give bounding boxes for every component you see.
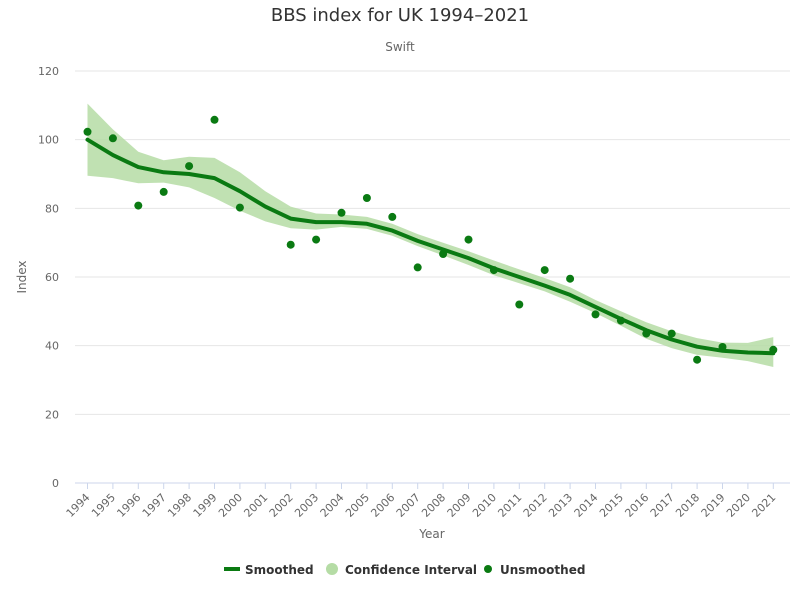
confidence-band [87,103,774,367]
x-tick-label: 1999 [191,491,220,520]
unsmoothed-point [540,266,549,275]
x-tick-label: 2004 [318,491,347,520]
x-tick-label: 2021 [749,491,778,520]
x-tick-label: 1998 [165,491,194,520]
unsmoothed-point [210,115,219,124]
unsmoothed-point [566,274,575,283]
x-tick-label: 2017 [648,491,677,520]
legend-item-unsmoothed[interactable]: Unsmoothed [484,563,585,577]
legend-smoothed-symbol [224,567,240,571]
x-tick-label: 2011 [495,491,524,520]
y-tick-label: 120 [38,65,59,78]
x-tick-label: 2006 [368,491,397,520]
x-tick-label: 1996 [114,491,143,520]
x-tick-label: 2016 [622,491,651,520]
y-axis-ticks: 0 20 40 60 80 100 120 [38,65,59,490]
chart-subtitle: Swift [385,40,415,54]
x-tick-label: 2019 [699,491,728,520]
unsmoothed-point [769,345,778,354]
unsmoothed-point [616,316,625,325]
unsmoothed-point [134,201,143,210]
x-tick-label: 2015 [597,491,626,520]
x-tick-label: 2009 [445,491,474,520]
x-tick-label: 2018 [673,491,702,520]
unsmoothed-point [286,240,295,249]
x-tick-label: 2013 [546,491,575,520]
y-tick-label: 100 [38,134,59,147]
y-tick-label: 80 [45,202,59,215]
unsmoothed-point [413,263,422,272]
x-axis-ticks: 1994199519961997199819992000200120022003… [64,483,778,520]
x-tick-label: 2003 [292,491,321,520]
unsmoothed-point [718,343,727,351]
y-tick-label: 0 [52,477,59,490]
unsmoothed-point [693,355,702,364]
x-tick-label: 2000 [216,491,245,520]
legend-smoothed-label: Smoothed [245,563,314,577]
unsmoothed-point [108,134,117,143]
unsmoothed-point [439,250,448,258]
x-tick-label: 2008 [419,491,448,520]
unsmoothed-point [489,266,498,275]
x-tick-label: 2012 [521,491,550,520]
y-axis-title: Index [15,260,29,293]
grid-lines [75,70,790,484]
chart-title: BBS index for UK 1994–2021 [270,5,530,26]
legend-unsmoothed-symbol [484,565,492,573]
unsmoothed-point [667,329,676,338]
legend-item-confidence-interval[interactable]: Confidence Interval [326,563,477,577]
x-tick-label: 2014 [572,491,601,520]
y-tick-label: 20 [45,408,59,421]
y-tick-label: 40 [45,340,59,353]
unsmoothed-point [312,235,321,244]
x-tick-label: 2010 [470,491,499,520]
unsmoothed-points [83,115,778,364]
smoothed-line-group [85,137,776,356]
legend-item-smoothed[interactable]: Smoothed [224,563,314,577]
x-tick-label: 2002 [267,491,296,520]
confidence-interval-area [87,103,774,367]
x-axis-title: Year [418,527,444,541]
legend-unsmoothed-label: Unsmoothed [500,563,585,577]
x-tick-label: 2007 [394,491,423,520]
unsmoothed-point [464,235,473,244]
unsmoothed-point [235,203,244,212]
x-tick-label: 2020 [724,491,753,520]
x-tick-label: 1995 [89,491,118,520]
unsmoothed-point [185,162,194,171]
unsmoothed-point [362,194,371,202]
legend-ci-symbol [326,563,338,575]
unsmoothed-point [337,208,346,217]
y-tick-label: 60 [45,271,59,284]
unsmoothed-point [159,187,168,196]
legend-ci-label: Confidence Interval [345,563,477,577]
x-tick-label: 1997 [140,491,169,520]
unsmoothed-point [388,212,397,221]
unsmoothed-point [83,127,92,136]
unsmoothed-point [642,329,651,338]
legend: Smoothed Confidence Interval Unsmoothed [224,563,585,577]
unsmoothed-point [591,310,600,319]
x-tick-label: 1994 [64,491,93,520]
x-tick-label: 2005 [343,491,372,520]
smoothed-line [85,137,776,356]
unsmoothed-point [515,300,524,309]
x-tick-label: 2001 [241,491,270,520]
